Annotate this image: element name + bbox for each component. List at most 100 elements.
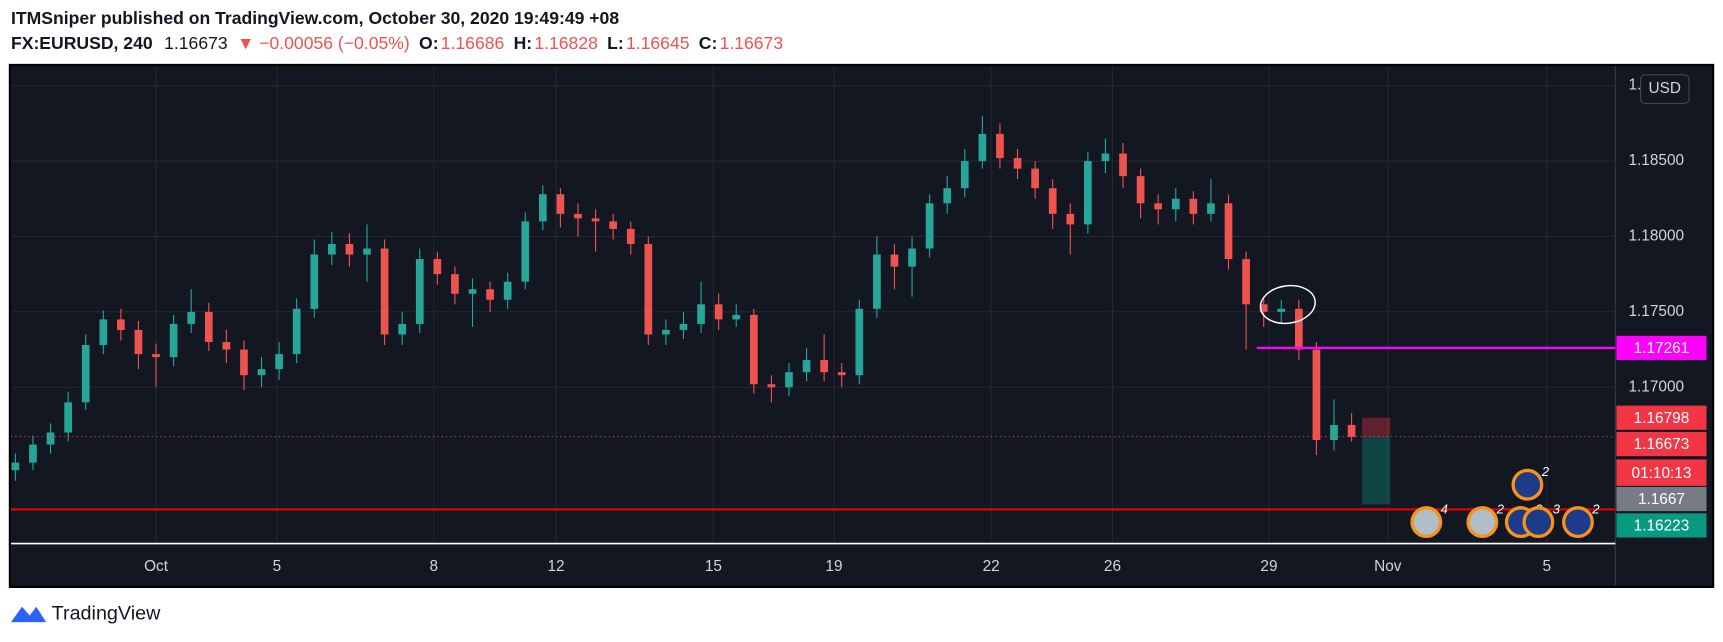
candle-body <box>855 308 864 376</box>
candle-body <box>714 304 723 320</box>
candle-body <box>1242 259 1250 305</box>
candle-body <box>626 228 635 244</box>
published-line: ITMSniper published on TradingView.com, … <box>11 7 619 27</box>
candle-body <box>644 243 653 335</box>
candle-body <box>152 354 160 358</box>
candle-body <box>81 345 90 403</box>
candle-body <box>785 372 793 388</box>
candle-body <box>503 281 512 300</box>
candle-body <box>749 314 758 385</box>
currency: USD <box>1649 80 1681 97</box>
brand: TradingView <box>52 603 161 625</box>
event-count: 2 <box>1591 501 1600 516</box>
candle-body <box>943 188 952 204</box>
candle-body <box>345 243 354 255</box>
candle-body <box>117 319 125 330</box>
candle-body <box>767 384 776 388</box>
candle-body <box>1277 308 1286 312</box>
candle-body <box>1136 176 1145 204</box>
ohlc-label: L: <box>607 33 624 53</box>
logo-icon <box>10 606 47 623</box>
event-icon <box>1562 506 1594 539</box>
countdown: 01:10:13 <box>1632 465 1692 482</box>
candle-body <box>1031 168 1039 189</box>
candle-body <box>820 360 828 373</box>
candle-body <box>978 133 987 162</box>
author: ITMSniper published on TradingView.com, … <box>11 7 619 27</box>
candle-body <box>1312 349 1321 441</box>
logo: TradingView <box>10 603 161 625</box>
candle-body <box>679 323 688 330</box>
candle-body <box>1048 188 1057 214</box>
event-icon <box>1511 468 1544 501</box>
candle-body <box>310 254 319 309</box>
ohlc-value: 1.16828 <box>534 33 598 53</box>
candle-body <box>1066 213 1075 225</box>
candle-body <box>556 194 565 214</box>
candle-body <box>1084 161 1092 225</box>
stop-zone <box>1362 417 1391 437</box>
y-tick-label: 1.18000 <box>1628 228 1684 245</box>
candle-body <box>908 248 916 267</box>
event-count: 2 <box>1541 464 1550 479</box>
ohlc-value: 1.16673 <box>720 33 784 53</box>
price-tag-label: 1.16673 <box>1634 436 1690 453</box>
candle-body <box>328 243 336 255</box>
symbol-line: FX:EURUSD, 240 1.16673 ▼ −0.00056 (−0.05… <box>11 33 783 53</box>
candle-body <box>837 372 846 376</box>
x-tick-label: Oct <box>144 558 169 575</box>
drawn-ellipse <box>1259 284 1316 325</box>
price-tag-label: 1.1667 <box>1638 491 1685 508</box>
candle-body <box>99 319 108 346</box>
price-tag <box>1616 405 1707 430</box>
candle-body <box>204 311 213 343</box>
candle-body <box>802 360 811 373</box>
x-tick-label: Nov <box>1374 558 1402 575</box>
price-tag <box>1616 431 1707 457</box>
candle-body <box>1294 308 1303 350</box>
candle-body <box>1119 153 1127 177</box>
ohlc-label: O: <box>419 33 439 53</box>
candle-body <box>1101 153 1110 162</box>
candle-body <box>29 444 37 463</box>
ohlc-value: 1.16645 <box>626 33 690 53</box>
candle-body <box>1013 158 1022 169</box>
candle-body <box>222 342 231 350</box>
candle-body <box>591 218 600 222</box>
candle-body <box>415 259 424 324</box>
event-icon <box>1410 506 1443 539</box>
countdown-box <box>1616 459 1707 486</box>
candle-body <box>46 432 55 445</box>
candle-body <box>363 248 371 255</box>
x-tick-label: 8 <box>430 558 439 575</box>
x-tick-label: 22 <box>983 558 1000 575</box>
candle-body <box>732 314 741 320</box>
x-tick-label: 15 <box>705 558 722 575</box>
candle-body <box>169 323 178 358</box>
candle-body <box>292 308 301 355</box>
event-count: 3 <box>1553 501 1561 516</box>
candle-body <box>697 304 705 324</box>
candle-body <box>398 323 407 335</box>
price-tag-label: 1.17261 <box>1634 340 1690 357</box>
candle-body <box>380 248 389 335</box>
change: ▼ −0.00056 (−0.05%) <box>237 33 410 53</box>
candle-body <box>960 161 969 189</box>
candle-body <box>468 289 477 294</box>
candle-body <box>451 274 459 294</box>
x-tick-label: 5 <box>273 558 282 575</box>
candle-body <box>134 329 143 355</box>
candle-body <box>574 213 582 219</box>
y-tick-label: 1.17500 <box>1628 303 1684 320</box>
x-tick-label: 26 <box>1104 558 1121 575</box>
symbol: FX:EURUSD, 240 <box>11 33 153 53</box>
candle-body <box>538 194 547 222</box>
event-icon <box>1466 506 1499 539</box>
x-tick-label: 29 <box>1260 558 1277 575</box>
event-icon <box>1522 506 1555 539</box>
price-tag-label: 1.16223 <box>1634 518 1690 535</box>
currency-box[interactable] <box>1640 74 1690 104</box>
price-tag-label: 1.16798 <box>1634 410 1690 427</box>
candle-body <box>996 133 1004 159</box>
